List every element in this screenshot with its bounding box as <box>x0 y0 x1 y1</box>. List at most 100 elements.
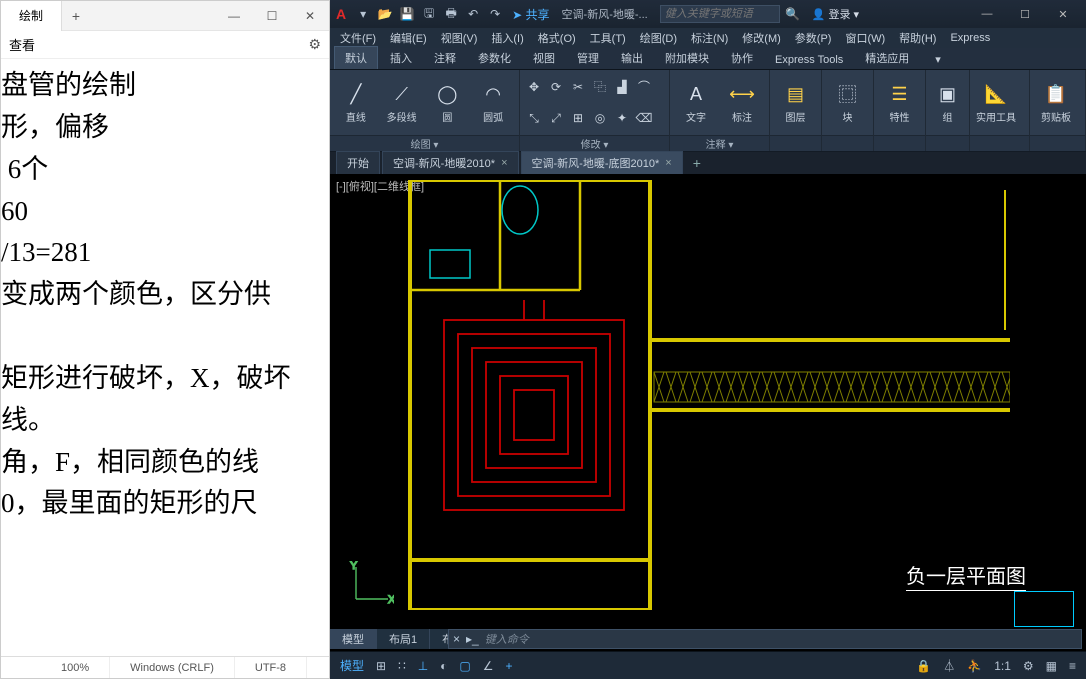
menu-item[interactable]: 工具(T) <box>584 30 632 46</box>
panel-annot-label[interactable]: 注释 ▾ <box>670 135 769 151</box>
maximize-icon[interactable]: ☐ <box>253 1 291 31</box>
menu-item[interactable]: 编辑(E) <box>384 30 433 46</box>
ribbon-tab[interactable]: 默认 <box>334 46 378 69</box>
ribbon-tab[interactable]: 视图 <box>523 47 565 69</box>
ribbon-tab[interactable]: 协作 <box>721 47 763 69</box>
menu-item[interactable]: 帮助(H) <box>893 30 942 46</box>
tool-arc[interactable]: ◠圆弧 <box>471 73 515 133</box>
ribbon-tab[interactable]: 参数化 <box>468 47 521 69</box>
qat-print-icon[interactable]: 🖶 <box>442 5 460 23</box>
doctab-2[interactable]: 空调-新风-地暖-底图2010*× <box>521 151 683 175</box>
notepad-textarea[interactable]: 盘管的绘制 形，偏移 6个 60 /13=281 变成两个颜色，区分供 矩形进行… <box>1 59 329 656</box>
qat-open-icon[interactable]: 📂 <box>376 5 394 23</box>
menu-item[interactable]: 插入(I) <box>485 30 529 46</box>
ribbon-tab[interactable]: Express Tools <box>765 51 853 69</box>
command-line[interactable]: × ▸_ 键入命令 <box>448 629 1082 649</box>
ribbon-tab[interactable]: 输出 <box>611 47 653 69</box>
tool-copy-icon[interactable]: ⿻ <box>590 77 610 97</box>
search-icon[interactable]: 🔍 <box>784 5 802 23</box>
status-gear-icon[interactable]: ⚙ <box>1019 657 1038 675</box>
tool-scale-icon[interactable]: ⤢ <box>546 108 566 128</box>
tool-offset-icon[interactable]: ◎ <box>590 108 610 128</box>
menu-item[interactable]: 视图(V) <box>435 30 484 46</box>
ribbon-tab[interactable]: 插入 <box>380 47 422 69</box>
minimize-icon[interactable]: — <box>215 1 253 31</box>
menu-view[interactable]: 查看 <box>9 35 35 54</box>
status-osnap-icon[interactable]: ▢ <box>455 657 474 675</box>
tool-line[interactable]: ╱直线 <box>334 73 378 133</box>
ac-maximize-icon[interactable]: ☐ <box>1008 0 1042 28</box>
layout-tab[interactable]: 布局1 <box>377 629 430 649</box>
tool-utilities[interactable]: 📐实用工具 <box>974 73 1018 133</box>
status-lock-icon[interactable]: 🔒 <box>912 657 935 675</box>
status-grid-icon[interactable]: ⊞ <box>372 657 390 675</box>
tool-group[interactable]: ▣组 <box>930 73 965 133</box>
close-icon[interactable]: ✕ <box>291 1 329 31</box>
ribbon-tab[interactable]: 精选应用 <box>855 47 919 69</box>
status-snap-icon[interactable]: ∷ <box>394 657 410 675</box>
status-model[interactable]: 模型 <box>336 655 368 676</box>
qat-save-icon[interactable]: 💾 <box>398 5 416 23</box>
ac-close-icon[interactable]: ✕ <box>1046 0 1080 28</box>
ribbon-tab[interactable]: 管理 <box>567 47 609 69</box>
status-iso-icon[interactable]: ▦ <box>1042 657 1061 675</box>
tool-properties[interactable]: ☰特性 <box>878 73 921 133</box>
panel-draw-label[interactable]: 绘图 ▾ <box>330 135 519 151</box>
menu-item[interactable]: Express <box>944 32 996 44</box>
user-button[interactable]: 👤 登录 ▾ <box>812 6 859 22</box>
tool-clipboard[interactable]: 📋剪贴板 <box>1034 73 1078 133</box>
tool-explode-icon[interactable]: ✦ <box>612 108 632 128</box>
drawing-area[interactable]: [-][俯视][二维线框] 负一层平面图 X Y 模型布局1布局2+ × ▸_ … <box>330 174 1086 679</box>
menu-item[interactable]: 窗口(W) <box>839 30 891 46</box>
status-anno-icon[interactable]: ⏃ <box>939 655 959 676</box>
doctab-1[interactable]: 空调-新风-地暖2010*× <box>382 151 519 175</box>
tool-circle[interactable]: ◯圆 <box>426 73 470 133</box>
status-scale[interactable]: 1:1 <box>990 657 1015 675</box>
menu-item[interactable]: 参数(P) <box>789 30 838 46</box>
qat-undo-icon[interactable]: ↶ <box>464 5 482 23</box>
tool-polyline[interactable]: ⟋多段线 <box>380 73 424 133</box>
tool-block[interactable]: ⿴块 <box>826 73 869 133</box>
status-dyninput-icon[interactable]: + <box>502 657 517 675</box>
qat-new-icon[interactable]: ▾ <box>354 5 372 23</box>
tool-rotate-icon[interactable]: ⟳ <box>546 77 566 97</box>
menu-item[interactable]: 绘图(D) <box>634 30 683 46</box>
cmd-close-icon[interactable]: × <box>453 632 460 646</box>
status-person-icon[interactable]: ⛹ <box>963 657 986 675</box>
menu-item[interactable]: 文件(F) <box>334 30 382 46</box>
share-button[interactable]: ➤ 共享 <box>512 6 549 23</box>
ribbon-tab[interactable]: 附加模块 <box>655 47 719 69</box>
ribbon-tab[interactable]: 注释 <box>424 47 466 69</box>
tool-erase-icon[interactable]: ⌫ <box>634 108 654 128</box>
gear-icon[interactable]: ⚙ <box>308 36 321 53</box>
tool-move-icon[interactable]: ✥ <box>524 77 544 97</box>
status-polar-icon[interactable]: ◐ <box>436 657 451 675</box>
tool-mirror-icon[interactable]: ▟ <box>612 77 632 97</box>
menu-item[interactable]: 修改(M) <box>736 30 787 46</box>
qat-redo-icon[interactable]: ↷ <box>486 5 504 23</box>
tool-array-icon[interactable]: ⊞ <box>568 108 588 128</box>
tool-trim-icon[interactable]: ✂ <box>568 77 588 97</box>
close-tab-icon[interactable]: × <box>501 157 507 169</box>
status-3dosnap-icon[interactable]: ∠ <box>479 657 498 675</box>
menu-item[interactable]: 格式(O) <box>532 30 582 46</box>
notepad-tab[interactable]: 绘制 <box>1 1 62 31</box>
notepad-new-tab[interactable]: + <box>62 8 90 24</box>
ac-minimize-icon[interactable]: — <box>970 0 1004 28</box>
panel-modify-label[interactable]: 修改 ▾ <box>520 135 669 151</box>
tool-layer[interactable]: ▤图层 <box>774 73 817 133</box>
tool-dim[interactable]: ⟷标注 <box>720 73 764 133</box>
tool-stretch-icon[interactable]: ⤡ <box>524 108 544 128</box>
tool-fillet-icon[interactable]: ⌒ <box>634 77 654 97</box>
status-ortho-icon[interactable]: ⊥ <box>414 657 432 675</box>
doctab-new[interactable]: + <box>685 155 709 171</box>
status-menu-icon[interactable]: ≡ <box>1065 657 1080 675</box>
tool-text[interactable]: A文字 <box>674 73 718 133</box>
drawing-title: 负一层平面图 <box>906 560 1026 589</box>
layout-tab[interactable]: 模型 <box>330 629 377 649</box>
search-input[interactable] <box>660 5 780 23</box>
close-tab-icon[interactable]: × <box>665 157 671 169</box>
doctab-start[interactable]: 开始 <box>336 151 380 175</box>
qat-saveas-icon[interactable]: 🖫 <box>420 5 438 23</box>
menu-item[interactable]: 标注(N) <box>685 30 734 46</box>
